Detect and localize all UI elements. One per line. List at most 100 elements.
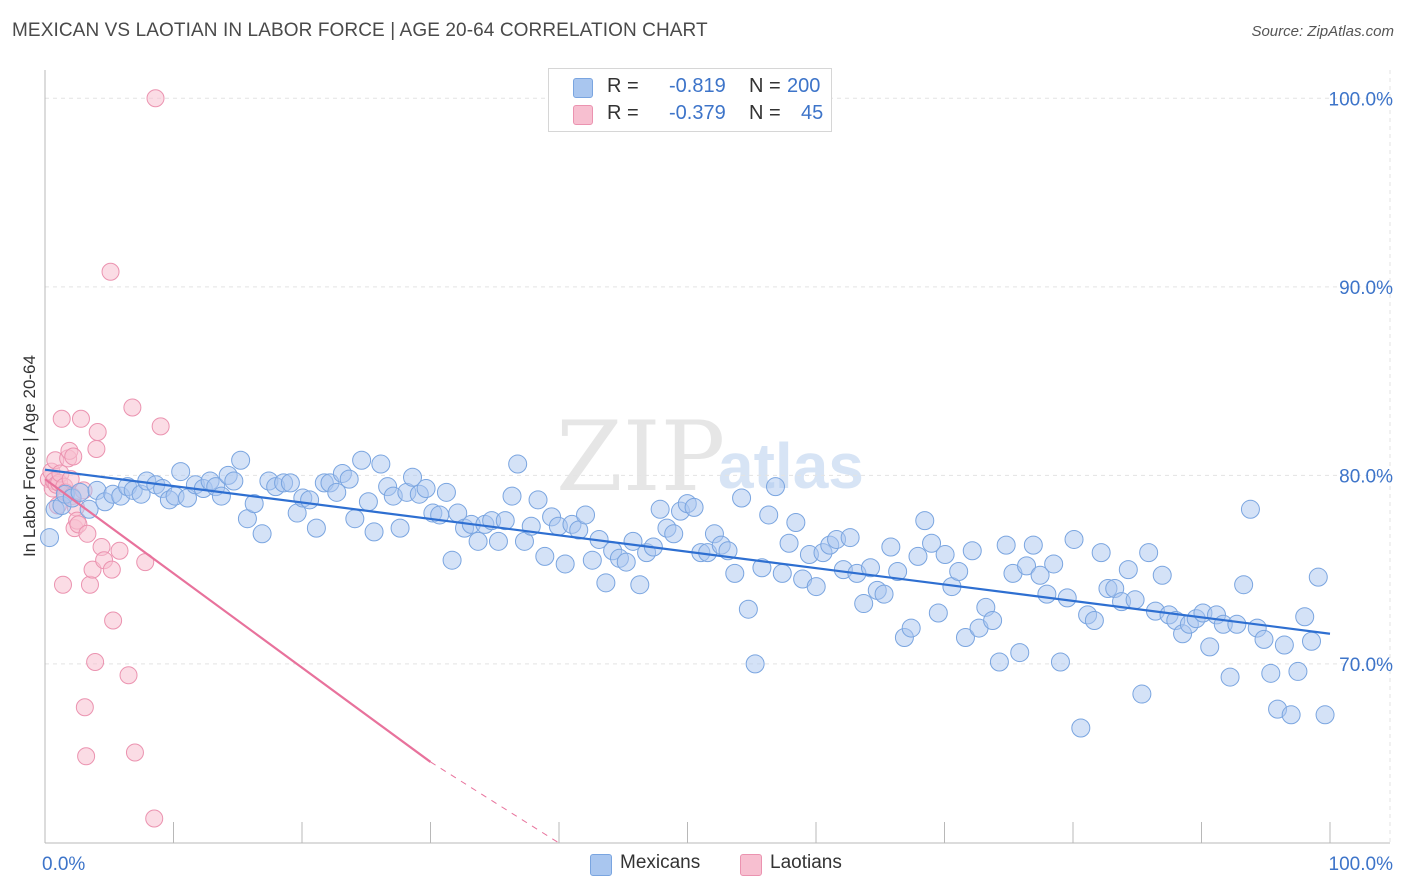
laotians-trend-extension [430, 761, 560, 844]
laotians-trend-line [44, 478, 432, 763]
mexican-point [1301, 631, 1321, 651]
mexican-point [1315, 705, 1335, 725]
mexicans-swatch [573, 78, 593, 98]
mexican-point [1261, 663, 1281, 683]
mexican-point [436, 482, 456, 502]
trend-lines [44, 468, 1331, 844]
mexican-point [358, 492, 378, 512]
mexican-point [300, 490, 320, 510]
laotians-swatch [740, 854, 762, 876]
mexican-point [1125, 590, 1145, 610]
mexican-point [339, 469, 359, 489]
laotian-point [151, 417, 170, 436]
mexican-point [252, 524, 272, 544]
mexican-point [908, 546, 928, 566]
mexican-point [1234, 575, 1254, 595]
y-axis-label: In Labor Force | Age 20-64 [20, 355, 39, 557]
legend-r-value: -0.379 [669, 102, 726, 124]
mexican-point [306, 518, 326, 538]
mexican-point [244, 494, 264, 514]
legend-n-value: 45 [801, 102, 824, 124]
mexican-point [1010, 643, 1030, 663]
mexican-point [759, 505, 779, 525]
legend-r-label: R = [607, 102, 639, 124]
mexican-point [1064, 529, 1084, 549]
mexican-point [488, 531, 508, 551]
mexican-point [495, 511, 515, 531]
mexican-point [1139, 543, 1159, 563]
laotians-points [39, 89, 170, 828]
mexican-point [1050, 652, 1070, 672]
mexican-point [989, 652, 1009, 672]
mexican-point [224, 471, 244, 491]
mexican-point [806, 577, 826, 597]
mexican-point [1240, 499, 1260, 519]
legend-n-value: 200 [787, 75, 821, 97]
mexican-point [1044, 554, 1064, 574]
mexican-point [962, 541, 982, 561]
y-tick-label: 80.0% [1339, 466, 1393, 487]
laotian-point [102, 560, 121, 579]
mexican-point [664, 524, 684, 544]
mexican-point [280, 473, 300, 493]
mexican-point [935, 545, 955, 565]
mexican-point [345, 509, 365, 529]
mexican-point [1295, 607, 1315, 627]
mexican-point [1118, 560, 1138, 580]
laotian-point [78, 524, 97, 543]
laotian-point [77, 747, 96, 766]
mexican-point [555, 554, 575, 574]
legend-r-value: -0.819 [669, 75, 726, 97]
laotians-label: Laotians [770, 852, 842, 873]
mexican-point [949, 562, 969, 582]
mexican-point [364, 522, 384, 542]
mexican-point [327, 482, 347, 502]
mexican-point [1084, 611, 1104, 631]
mexican-point [684, 497, 704, 517]
mexican-point [171, 462, 191, 482]
legend-n-label: N = [749, 102, 781, 124]
laotian-point [145, 809, 164, 828]
mexican-point [1057, 588, 1077, 608]
laotian-point [86, 653, 105, 672]
legend-r-label: R = [607, 75, 639, 97]
mexican-point [901, 618, 921, 638]
mexican-point [765, 477, 785, 497]
mexican-point [502, 486, 522, 506]
mexican-point [779, 533, 799, 553]
mexican-point [403, 467, 423, 487]
laotian-point [75, 698, 94, 717]
mexican-point [1254, 629, 1274, 649]
laotian-point [87, 439, 106, 458]
y-tick-label: 100.0% [1329, 89, 1394, 110]
mexican-point [1227, 614, 1247, 634]
mexican-point [1288, 661, 1308, 681]
stats-legend: R = -0.819 N = 200 R = -0.379 N = 45 [548, 68, 832, 132]
mexican-point [40, 528, 60, 548]
mexican-point [1152, 565, 1172, 585]
mexican-point [1132, 684, 1152, 704]
laotian-point [52, 409, 71, 428]
mexican-point [725, 563, 745, 583]
mexican-point [772, 563, 792, 583]
laotian-point [101, 262, 120, 281]
mexican-point [535, 546, 555, 566]
mexican-point [928, 603, 948, 623]
mexican-point [881, 537, 901, 557]
laotian-point [104, 611, 123, 630]
mexican-point [508, 454, 528, 474]
mexican-point [211, 486, 231, 506]
mexican-point [650, 499, 670, 519]
mexican-point [616, 552, 636, 572]
mexican-point [416, 479, 436, 499]
mexicans-trend-line [44, 468, 1331, 635]
mexican-point [915, 511, 935, 531]
mexicans-swatch [590, 854, 612, 876]
legend-n-label: N = [749, 75, 781, 97]
mexican-point [874, 584, 894, 604]
mexican-point [955, 627, 975, 647]
x-tick-label: 100.0% [1329, 854, 1394, 875]
laotian-point [119, 666, 138, 685]
laotian-point [64, 447, 83, 466]
